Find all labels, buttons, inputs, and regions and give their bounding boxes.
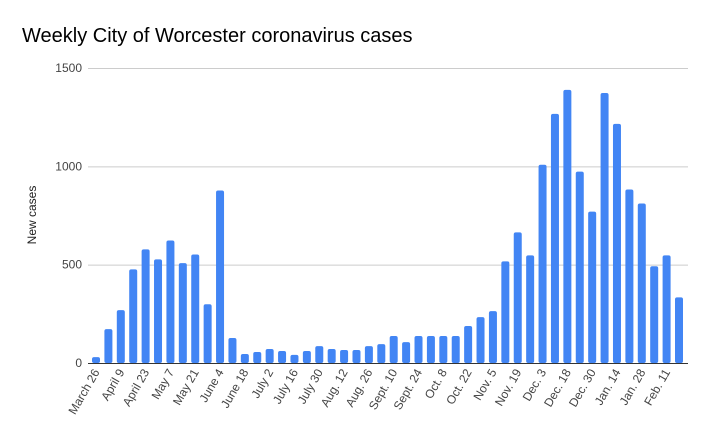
bar <box>253 351 262 363</box>
bar <box>92 357 100 363</box>
bar <box>116 310 125 363</box>
bar <box>439 336 448 363</box>
y-tick-label: 1500 <box>55 61 82 75</box>
bar <box>178 263 187 363</box>
bar <box>389 336 398 363</box>
bar <box>538 164 547 363</box>
y-tick-label: 1000 <box>55 159 82 173</box>
bar <box>352 350 361 363</box>
bar <box>600 92 609 363</box>
bar <box>563 89 572 363</box>
bar <box>290 354 299 363</box>
bar <box>588 211 597 363</box>
x-tick-label: March 26 <box>65 366 102 417</box>
bar <box>340 350 349 363</box>
y-tick-label: 500 <box>62 258 82 272</box>
bar <box>612 123 621 363</box>
bar <box>451 336 460 363</box>
bar <box>575 171 584 363</box>
bar <box>216 190 225 363</box>
bar <box>526 255 535 363</box>
bar <box>426 336 435 363</box>
bar <box>327 349 336 363</box>
bar <box>675 297 683 363</box>
bar <box>228 338 237 363</box>
bar <box>414 336 423 363</box>
bar <box>550 113 559 363</box>
bar <box>650 266 659 363</box>
y-tick-label: 0 <box>75 356 82 370</box>
bar <box>154 259 163 363</box>
bar <box>302 351 311 363</box>
bar <box>488 311 497 363</box>
bar <box>501 261 510 363</box>
bar <box>278 351 287 363</box>
bar <box>191 254 200 363</box>
bar <box>402 342 411 363</box>
bar <box>625 189 634 363</box>
y-axis-label: New cases <box>25 186 39 245</box>
bar <box>104 329 113 363</box>
chart-title: Weekly City of Worcester coronavirus cas… <box>22 25 413 47</box>
bar <box>377 344 386 363</box>
bar <box>364 346 373 363</box>
bar <box>141 249 150 363</box>
bar <box>265 349 274 363</box>
bar <box>166 240 175 363</box>
bar <box>476 317 485 363</box>
bar <box>240 353 249 363</box>
bar <box>662 255 671 363</box>
bar <box>637 203 646 363</box>
bar <box>315 346 324 363</box>
bar <box>513 232 522 363</box>
bar <box>129 269 138 363</box>
x-tick-label: Oct. 22 <box>443 366 475 407</box>
bar <box>464 326 473 363</box>
bar <box>203 304 212 363</box>
